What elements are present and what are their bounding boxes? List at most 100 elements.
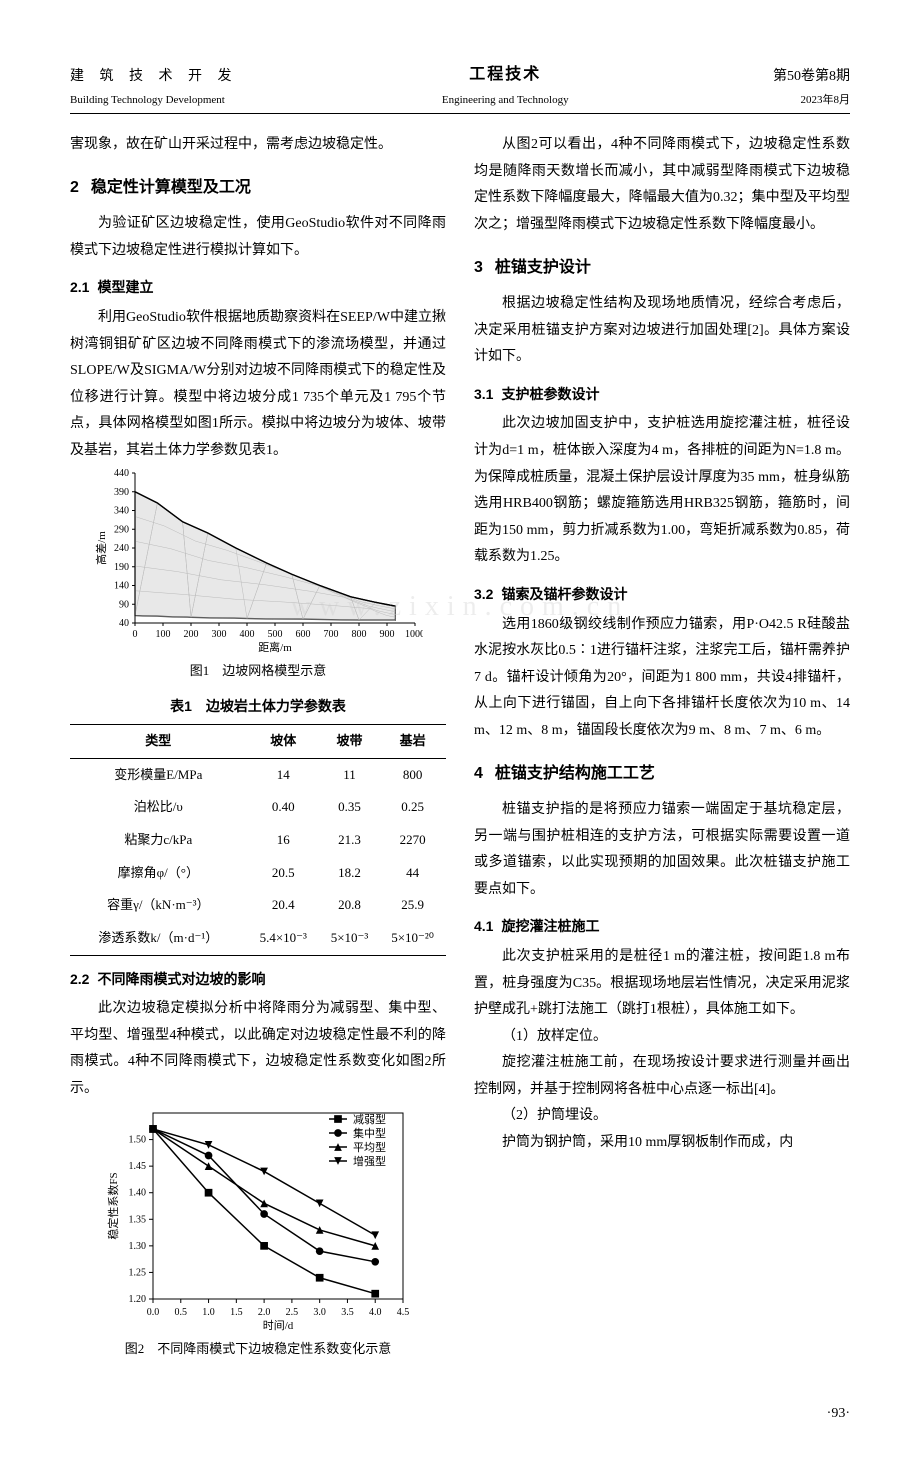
- subsection-title: 旋挖灌注桩施工: [501, 918, 599, 934]
- journal-name-cn: 建 筑 技 术 开 发: [70, 64, 238, 91]
- table-cell: 泊松比/υ: [70, 791, 247, 824]
- table-row: 粘聚力c/kPa1621.32270: [70, 824, 446, 857]
- section-3-2-body: 选用1860级钢绞线制作预应力锚索，用P·O42.5 R硅酸盐水泥按水灰比0.5…: [474, 612, 850, 745]
- table-cell: 20.4: [247, 889, 320, 922]
- section-3-2-heading: 3.2锚索及锚杆参数设计: [474, 581, 850, 608]
- svg-text:1.5: 1.5: [230, 1307, 243, 1318]
- step-1-body: 旋挖灌注桩施工前，在现场按设计要求进行测量并画出控制网，并基于控制网将各桩中心点…: [474, 1050, 850, 1103]
- step-2-label: （2）护筒埋设。: [474, 1103, 850, 1130]
- section-name-cn: 工程技术: [238, 60, 774, 90]
- subsection-number: 4.1: [474, 918, 493, 934]
- svg-text:400: 400: [240, 629, 255, 640]
- section-4-body: 桩锚支护指的是将预应力锚索一端固定于基坑稳定层，另一端与围护桩相连的支护方法，可…: [474, 797, 850, 903]
- table-header: 类型: [70, 724, 247, 758]
- section-4-1-body: 此次支护桩采用的是桩径1 m的灌注桩，按间距1.8 m布置，桩身强度为C35。根…: [474, 944, 850, 1024]
- subsection-number: 3.1: [474, 386, 493, 402]
- svg-text:时间/d: 时间/d: [263, 1319, 294, 1332]
- svg-text:3.5: 3.5: [341, 1307, 354, 1318]
- svg-text:2.0: 2.0: [258, 1307, 271, 1318]
- slope-mesh-chart: 4090140190240290340390440010020030040050…: [93, 465, 423, 655]
- header-center: 工程技术 Engineering and Technology: [238, 60, 774, 111]
- svg-text:500: 500: [268, 629, 283, 640]
- figure-2: 0.00.51.01.52.02.53.03.54.04.51.201.251.…: [70, 1103, 446, 1362]
- table-cell: 粘聚力c/kPa: [70, 824, 247, 857]
- header-right: 第50卷第8期 2023年8月: [773, 64, 850, 111]
- left-column: 害现象，故在矿山开采过程中，需考虑边坡稳定性。 2稳定性计算模型及工况 为验证矿…: [70, 132, 446, 1371]
- svg-text:集中型: 集中型: [353, 1126, 386, 1140]
- svg-text:平均型: 平均型: [353, 1140, 386, 1154]
- svg-text:1.30: 1.30: [129, 1241, 147, 1252]
- svg-text:240: 240: [114, 543, 129, 554]
- table-cell: 变形模量E/MPa: [70, 758, 247, 791]
- svg-text:440: 440: [114, 468, 129, 479]
- svg-text:0.5: 0.5: [175, 1307, 188, 1318]
- svg-text:800: 800: [352, 629, 367, 640]
- svg-text:600: 600: [296, 629, 311, 640]
- subsection-number: 3.2: [474, 586, 493, 602]
- subsection-number: 2.2: [70, 971, 89, 987]
- paragraph: 从图2可以看出，4种不同降雨模式下，边坡稳定性系数均是随降雨天数增长而减小，其中…: [474, 132, 850, 238]
- table-cell: 14: [247, 758, 320, 791]
- section-number: 3: [474, 259, 483, 276]
- section-title: 桩锚支护设计: [495, 259, 591, 276]
- section-number: 4: [474, 765, 483, 782]
- figure-2-caption: 图2 不同降雨模式下边坡稳定性系数变化示意: [70, 1337, 446, 1362]
- table-header: 坡体: [247, 724, 320, 758]
- table-cell: 0.40: [247, 791, 320, 824]
- journal-name-en: Building Technology Development: [70, 90, 238, 111]
- section-number: 2: [70, 179, 79, 196]
- svg-text:增强型: 增强型: [353, 1154, 386, 1168]
- table-1-caption: 表1 边坡岩土体力学参数表: [70, 693, 446, 720]
- step-2-body: 护筒为钢护筒，采用10 mm厚钢板制作而成，内: [474, 1130, 850, 1157]
- svg-text:1.50: 1.50: [129, 1134, 147, 1145]
- table-cell: 16: [247, 824, 320, 857]
- table-row: 渗透系数k/（m·d⁻¹）5.4×10⁻³5×10⁻³5×10⁻²⁰: [70, 922, 446, 955]
- section-name-en: Engineering and Technology: [238, 90, 774, 111]
- section-3-1-heading: 3.1支护桩参数设计: [474, 381, 850, 408]
- svg-text:0: 0: [133, 629, 138, 640]
- section-2-1-body: 利用GeoStudio软件根据地质勘察资料在SEEP/W中建立揪树湾铜钼矿矿区边…: [70, 305, 446, 465]
- subsection-title: 模型建立: [97, 279, 153, 295]
- svg-text:390: 390: [114, 486, 129, 497]
- svg-text:1.45: 1.45: [129, 1161, 147, 1172]
- section-title: 稳定性计算模型及工况: [91, 179, 251, 196]
- table-cell: 渗透系数k/（m·d⁻¹）: [70, 922, 247, 955]
- svg-text:900: 900: [380, 629, 395, 640]
- svg-text:140: 140: [114, 580, 129, 591]
- svg-text:2.5: 2.5: [286, 1307, 299, 1318]
- table-cell: 44: [379, 857, 446, 890]
- table-cell: 2270: [379, 824, 446, 857]
- svg-text:90: 90: [119, 599, 129, 610]
- step-1-label: （1）放样定位。: [474, 1024, 850, 1051]
- table-row: 摩擦角φ/（°）20.518.244: [70, 857, 446, 890]
- svg-text:稳定性系数FS: 稳定性系数FS: [106, 1172, 120, 1239]
- section-3-body: 根据边坡稳定性结构及现场地质情况，经综合考虑后，决定采用桩锚支护方案对边坡进行加…: [474, 291, 850, 371]
- two-column-layout: 害现象，故在矿山开采过程中，需考虑边坡稳定性。 2稳定性计算模型及工况 为验证矿…: [70, 132, 850, 1371]
- issue-date: 2023年8月: [773, 90, 850, 111]
- svg-text:4.0: 4.0: [369, 1307, 382, 1318]
- table-cell: 5×10⁻³: [320, 922, 379, 955]
- subsection-number: 2.1: [70, 279, 89, 295]
- section-2-2-body: 此次边坡稳定模拟分析中将降雨分为减弱型、集中型、平均型、增强型4种模式，以此确定…: [70, 996, 446, 1102]
- svg-text:700: 700: [324, 629, 339, 640]
- table-row: 泊松比/υ0.400.350.25: [70, 791, 446, 824]
- table-header: 基岩: [379, 724, 446, 758]
- svg-text:4.5: 4.5: [397, 1307, 410, 1318]
- section-2-heading: 2 稳定性计算模型及工况: [70, 173, 446, 203]
- subsection-title: 不同降雨模式对边坡的影响: [97, 971, 265, 987]
- svg-text:0.0: 0.0: [147, 1307, 160, 1318]
- section-2-intro: 为验证矿区边坡稳定性，使用GeoStudio软件对不同降雨模式下边坡稳定性进行模…: [70, 211, 446, 264]
- svg-text:距离/m: 距离/m: [258, 640, 292, 654]
- table-cell: 20.8: [320, 889, 379, 922]
- svg-text:1.40: 1.40: [129, 1187, 147, 1198]
- figure-1: 4090140190240290340390440010020030040050…: [70, 465, 446, 684]
- svg-text:290: 290: [114, 524, 129, 535]
- svg-text:高差/m: 高差/m: [94, 530, 108, 564]
- table-cell: 0.35: [320, 791, 379, 824]
- svg-text:40: 40: [119, 618, 129, 629]
- section-4-heading: 4桩锚支护结构施工工艺: [474, 759, 850, 789]
- svg-text:3.0: 3.0: [313, 1307, 326, 1318]
- table-row: 容重γ/（kN·m⁻³）20.420.825.9: [70, 889, 446, 922]
- table-cell: 容重γ/（kN·m⁻³）: [70, 889, 247, 922]
- svg-text:200: 200: [184, 629, 199, 640]
